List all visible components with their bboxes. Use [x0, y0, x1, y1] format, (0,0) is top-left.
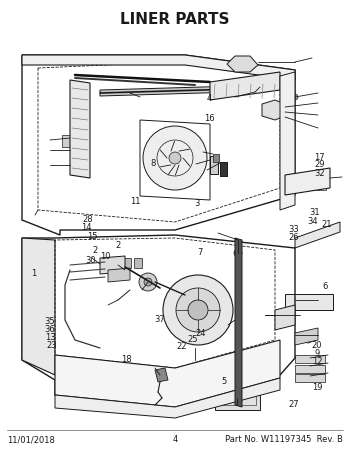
- Text: 34: 34: [307, 217, 318, 226]
- Text: 6: 6: [323, 282, 328, 291]
- Circle shape: [188, 300, 208, 320]
- Circle shape: [139, 273, 157, 291]
- Text: 36: 36: [45, 325, 55, 334]
- Text: 20: 20: [312, 341, 322, 350]
- Polygon shape: [55, 340, 280, 407]
- Circle shape: [292, 94, 298, 100]
- Polygon shape: [295, 222, 340, 248]
- Polygon shape: [22, 55, 295, 80]
- Polygon shape: [235, 238, 242, 407]
- Text: 11/01/2018: 11/01/2018: [7, 435, 55, 444]
- Circle shape: [143, 126, 207, 190]
- Text: 35: 35: [45, 317, 55, 326]
- Text: 19: 19: [312, 383, 322, 392]
- Text: 12: 12: [312, 357, 322, 366]
- Circle shape: [169, 152, 181, 164]
- Text: 10: 10: [100, 252, 111, 261]
- Text: 37: 37: [154, 315, 165, 324]
- Text: 14: 14: [82, 223, 92, 232]
- Text: 3: 3: [194, 199, 200, 208]
- Text: 25: 25: [188, 335, 198, 344]
- Bar: [295, 355, 325, 363]
- Text: 1: 1: [32, 269, 37, 278]
- Circle shape: [163, 275, 233, 345]
- Bar: [218, 393, 256, 405]
- Polygon shape: [227, 56, 258, 72]
- Text: 17: 17: [314, 153, 324, 162]
- Text: 4: 4: [172, 435, 177, 444]
- Polygon shape: [275, 305, 295, 330]
- Text: 23: 23: [47, 341, 57, 350]
- Text: 22: 22: [176, 342, 187, 351]
- Polygon shape: [100, 256, 125, 274]
- Text: 9: 9: [315, 349, 320, 358]
- Text: 33: 33: [289, 225, 299, 234]
- Polygon shape: [22, 238, 55, 375]
- Text: 24: 24: [195, 329, 205, 338]
- Text: 16: 16: [204, 114, 215, 123]
- Text: Part No. W11197345  Rev. B: Part No. W11197345 Rev. B: [225, 435, 343, 444]
- Bar: [215, 390, 260, 410]
- Polygon shape: [108, 268, 130, 282]
- Bar: [112, 258, 120, 268]
- Text: 7: 7: [197, 248, 202, 257]
- Text: 8: 8: [150, 159, 156, 168]
- Text: 2: 2: [92, 246, 98, 255]
- Polygon shape: [70, 80, 90, 178]
- Bar: [285, 294, 333, 310]
- Text: 18: 18: [121, 355, 131, 364]
- Circle shape: [176, 288, 220, 332]
- Circle shape: [144, 278, 152, 286]
- Polygon shape: [280, 72, 295, 210]
- Text: 21: 21: [321, 220, 331, 229]
- Bar: [220, 162, 227, 176]
- Bar: [213, 154, 219, 162]
- Text: 32: 32: [314, 169, 324, 178]
- Bar: [295, 374, 325, 382]
- Circle shape: [234, 249, 242, 257]
- Bar: [295, 365, 325, 373]
- Text: LINER PARTS: LINER PARTS: [120, 12, 230, 27]
- Bar: [264, 106, 282, 114]
- Circle shape: [238, 59, 248, 69]
- Text: 4: 4: [206, 94, 212, 103]
- Polygon shape: [295, 328, 318, 345]
- Text: 26: 26: [289, 233, 299, 242]
- Bar: [123, 258, 131, 268]
- Text: 28: 28: [83, 215, 93, 224]
- Text: 13: 13: [45, 333, 55, 342]
- Polygon shape: [210, 72, 280, 100]
- Text: 11: 11: [131, 197, 141, 206]
- Circle shape: [303, 333, 313, 343]
- Text: 27: 27: [289, 400, 299, 409]
- Polygon shape: [285, 168, 330, 195]
- Text: 15: 15: [88, 232, 98, 241]
- Polygon shape: [155, 368, 168, 382]
- Text: 5: 5: [221, 377, 227, 386]
- Bar: [288, 178, 326, 190]
- Text: 30: 30: [85, 256, 96, 265]
- Polygon shape: [55, 378, 280, 418]
- Bar: [134, 258, 142, 268]
- Bar: [62, 135, 70, 147]
- Polygon shape: [100, 85, 270, 96]
- Bar: [210, 156, 218, 174]
- Text: 29: 29: [314, 160, 324, 169]
- Polygon shape: [262, 100, 285, 120]
- Text: 2: 2: [115, 241, 120, 250]
- Text: 31: 31: [310, 208, 320, 217]
